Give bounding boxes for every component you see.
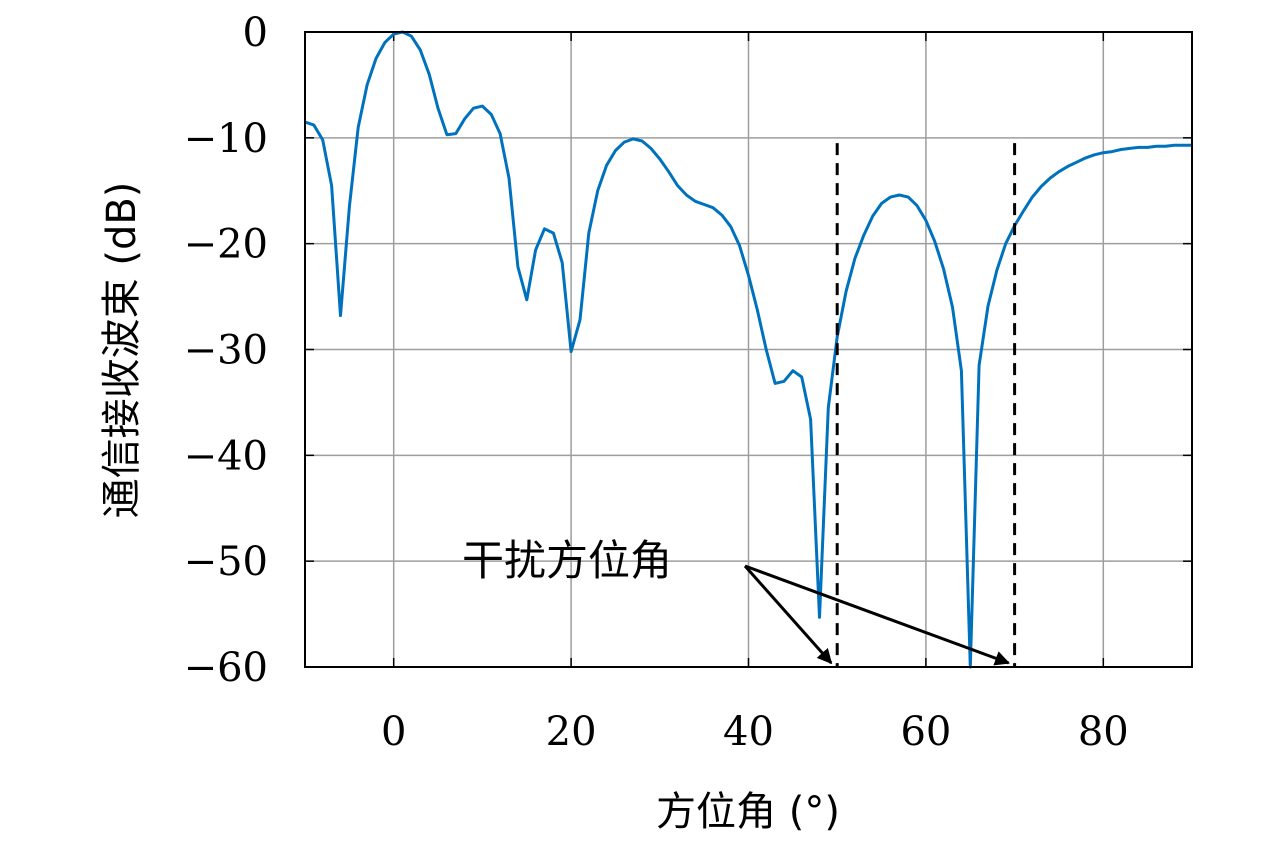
plot-frame: [304, 31, 1193, 668]
y-tick-label: −40: [184, 433, 268, 479]
x-tick-label: 0: [381, 709, 406, 755]
x-tick-label: 80: [1078, 709, 1129, 755]
y-axis-label: 通信接收波束 (dB): [99, 182, 145, 519]
y-tick-label: −30: [184, 328, 268, 374]
y-tick-label: −60: [184, 645, 268, 691]
series-line: [304, 30, 1192, 669]
x-axis-label: 方位角 (°): [656, 789, 840, 835]
y-tick-label: −20: [184, 222, 268, 268]
annotation-arrow: [744, 564, 1011, 666]
y-tick-label: −10: [184, 116, 268, 162]
null-markers: [835, 143, 1017, 667]
tick-labels: 0 20 40 60 80 0 −10 −20 −30 −40 −50 −60: [184, 10, 1129, 755]
x-tick-label: 40: [723, 709, 774, 755]
x-tick-label: 20: [546, 709, 597, 755]
y-tick-label: 0: [243, 10, 268, 56]
annotation-group: 干扰方位角: [462, 536, 1011, 666]
x-tick-label: 60: [900, 709, 951, 755]
annotation-label: 干扰方位角: [462, 536, 672, 585]
y-tick-label: −50: [184, 539, 268, 585]
series-group: [304, 30, 1192, 669]
annotation-arrow: [743, 565, 833, 665]
